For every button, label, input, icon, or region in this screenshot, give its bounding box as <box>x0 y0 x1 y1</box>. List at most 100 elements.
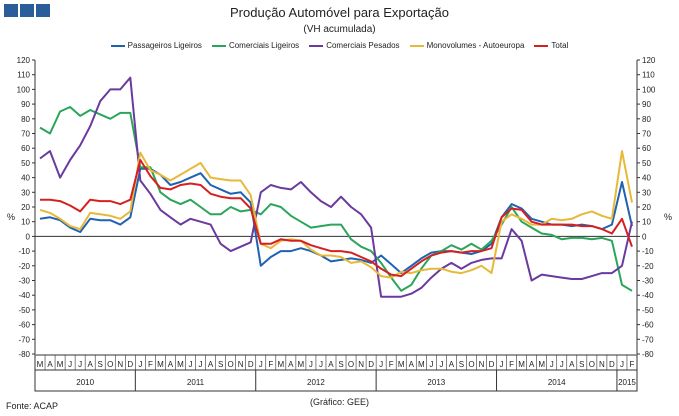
chart-title: Produção Automóvel para Exportação <box>230 5 449 20</box>
y-tick-label: 70 <box>21 130 30 139</box>
logo-square <box>4 4 18 17</box>
x-tick-label: O <box>468 360 474 369</box>
chart-legend: Passageiros Ligeiros Comerciais Ligeiros C… <box>0 41 679 50</box>
x-tick-label: A <box>449 360 455 369</box>
y-tick-label: 50 <box>21 159 30 168</box>
y-tick-label: -50 <box>642 306 654 315</box>
x-tick-label: J <box>68 360 72 369</box>
chart-credit: (Gráfico: GEE) <box>309 397 369 407</box>
x-tick-label: J <box>620 360 624 369</box>
legend-item: Comerciais Pesados <box>309 41 400 50</box>
x-tick-label: O <box>107 360 113 369</box>
y-tick-label: -10 <box>642 247 654 256</box>
y-tick-label: 0 <box>642 232 647 241</box>
x-tick-label: M <box>518 360 525 369</box>
y-tick-label: 60 <box>21 144 30 153</box>
x-tick-label: J <box>319 360 323 369</box>
x-tick-label: J <box>379 360 383 369</box>
x-tick-label: J <box>78 360 82 369</box>
legend-item: Comerciais Ligeiros <box>211 41 300 50</box>
x-tick-label: J <box>138 360 142 369</box>
y-tick-label: 120 <box>17 56 31 65</box>
x-tick-label: A <box>168 360 174 369</box>
x-tick-label: O <box>348 360 354 369</box>
y-tick-label: -10 <box>18 247 30 256</box>
series-line <box>39 167 633 275</box>
x-tick-label: O <box>228 360 234 369</box>
y-tick-label: -40 <box>18 291 30 300</box>
year-label: 2013 <box>427 378 445 387</box>
y-tick-label: -30 <box>642 277 654 286</box>
y-tick-label: 80 <box>21 115 30 124</box>
y-tick-label: 0 <box>26 232 31 241</box>
x-tick-label: D <box>368 360 374 369</box>
x-tick-label: A <box>208 360 214 369</box>
x-tick-label: D <box>489 360 495 369</box>
legend-label: Comerciais Ligeiros <box>228 41 300 50</box>
y-tick-label: -70 <box>18 335 30 344</box>
y-tick-label: -40 <box>642 291 654 300</box>
y-axis-label-left: % <box>7 212 16 222</box>
x-tick-label: D <box>127 360 133 369</box>
x-tick-label: N <box>117 360 123 369</box>
y-tick-label: 40 <box>21 174 30 183</box>
x-tick-label: J <box>189 360 193 369</box>
legend-label: Total <box>551 41 569 50</box>
x-tick-label: N <box>479 360 485 369</box>
logo-square <box>20 4 34 17</box>
series-line <box>40 159 633 278</box>
y-tick-label: 90 <box>642 100 651 109</box>
x-tick-label: F <box>630 360 635 369</box>
x-tick-label: S <box>579 360 584 369</box>
x-tick-label: J <box>309 360 313 369</box>
x-tick-label: A <box>47 360 53 369</box>
x-tick-label: J <box>429 360 433 369</box>
logo-square <box>36 4 50 17</box>
x-tick-label: M <box>418 360 425 369</box>
x-tick-label: D <box>609 360 615 369</box>
series-line <box>39 76 633 298</box>
x-tick-label: N <box>599 360 605 369</box>
x-tick-label: S <box>98 360 103 369</box>
y-tick-label: -60 <box>642 321 654 330</box>
x-tick-label: A <box>88 360 94 369</box>
x-tick-label: A <box>288 360 294 369</box>
legend-swatch <box>409 44 424 47</box>
y-tick-label: 100 <box>17 85 31 94</box>
y-tick-label: 10 <box>21 218 30 227</box>
x-tick-label: J <box>439 360 443 369</box>
x-tick-label: F <box>268 360 273 369</box>
x-tick-label: J <box>550 360 554 369</box>
y-tick-label: 10 <box>642 218 651 227</box>
year-label: 2014 <box>548 378 566 387</box>
x-tick-label: J <box>199 360 203 369</box>
legend-item: Passageiros Ligeiros <box>110 41 202 50</box>
x-tick-label: M <box>37 360 44 369</box>
series-line <box>39 150 633 279</box>
y-tick-label: 30 <box>642 188 651 197</box>
x-tick-label: F <box>509 360 514 369</box>
y-tick-label: 90 <box>21 100 30 109</box>
y-tick-label: 50 <box>642 159 651 168</box>
x-tick-label: J <box>500 360 504 369</box>
x-tick-label: F <box>389 360 394 369</box>
y-tick-label: -80 <box>642 350 654 359</box>
y-tick-label: 30 <box>21 188 30 197</box>
x-tick-label: S <box>338 360 343 369</box>
year-label: 2011 <box>187 378 205 387</box>
year-label: 2010 <box>76 378 94 387</box>
legend-swatch <box>110 44 125 47</box>
legend-label: Comerciais Pesados <box>326 41 400 50</box>
y-tick-label: 80 <box>642 115 651 124</box>
y-tick-label: 20 <box>21 203 30 212</box>
legend-label: Passageiros Ligeiros <box>127 41 202 50</box>
y-tick-label: -50 <box>18 306 30 315</box>
y-tick-label: -20 <box>642 262 654 271</box>
legend-swatch <box>211 44 226 47</box>
legend-label: Monovolumes - Autoeuropa <box>426 41 525 50</box>
y-tick-label: 110 <box>17 71 30 80</box>
x-tick-label: N <box>358 360 364 369</box>
y-tick-label: -20 <box>18 262 30 271</box>
y-tick-label: 60 <box>642 144 651 153</box>
